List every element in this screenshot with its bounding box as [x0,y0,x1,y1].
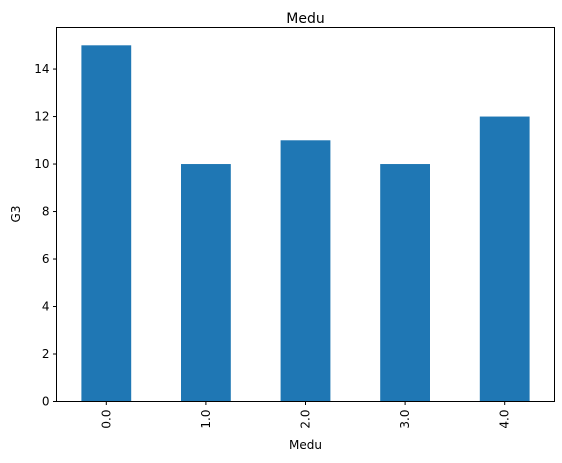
chart-title: Medu [286,11,324,27]
y-tick-label: 6 [42,252,50,266]
x-tick-label: 0.0 [99,410,113,429]
x-axis-label: Medu [289,438,322,452]
x-tick-label: 4.0 [498,410,512,429]
bar-4.0 [479,116,530,402]
bar-2.0 [280,140,331,402]
y-axis-label: G3 [9,206,23,223]
x-tick-label: 3.0 [398,410,412,429]
bar-3.0 [380,164,430,402]
x-tick-label: 1.0 [199,410,213,429]
y-axis: 0 2 4 6 8 10 12 14 [34,62,57,409]
x-axis: 0.0 1.0 2.0 3.0 4.0 [99,401,512,429]
y-tick-label: 14 [34,62,49,76]
bar-1.0 [181,164,231,402]
y-tick-label: 2 [42,347,50,361]
y-tick-label: 8 [42,205,50,219]
y-tick-label: 10 [34,157,49,171]
bar-0.0 [81,45,132,402]
y-tick-label: 12 [34,110,49,124]
y-tick-label: 4 [42,300,50,314]
plot-frame [56,27,555,402]
y-tick-label: 0 [42,395,50,409]
bars-group [81,45,530,402]
x-tick-label: 2.0 [299,410,313,429]
